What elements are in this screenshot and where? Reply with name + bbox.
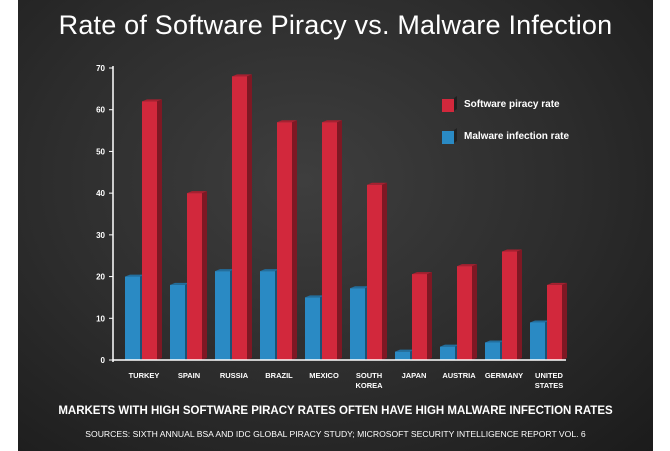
legend-swatch-malware-infection	[442, 131, 454, 144]
bar-malware	[260, 271, 275, 360]
bar-piracy-top	[187, 191, 207, 194]
x-tick-label: JAPAN	[402, 371, 427, 380]
bar-malware-top	[395, 349, 415, 352]
bar-piracy-side	[337, 120, 342, 360]
x-tick-label: UNITED STATES	[535, 371, 564, 390]
y-tick-label: 40	[96, 189, 105, 198]
bar-piracy-side	[562, 282, 567, 360]
bar-piracy	[367, 184, 382, 360]
bar-piracy-top	[457, 264, 477, 267]
bar-piracy	[412, 274, 427, 360]
bar-piracy-top	[322, 120, 342, 123]
x-tick-label: SPAIN	[178, 371, 200, 380]
bar-malware-top	[215, 269, 235, 272]
legend-label-software-piracy: Software piracy rate	[464, 99, 560, 110]
bar-piracy-top	[142, 99, 162, 102]
bar-piracy	[277, 122, 292, 360]
bar-malware-top	[350, 286, 370, 289]
chart-title: Rate of Software Piracy vs. Malware Infe…	[58, 10, 613, 40]
chart-sources: SOURCES: SIXTH ANNUAL BSA AND IDC GLOBAL…	[85, 429, 586, 439]
bar-piracy-side	[157, 99, 162, 360]
bar-malware	[395, 351, 410, 360]
bar-malware	[215, 271, 230, 360]
y-tick-label: 60	[96, 106, 105, 115]
bar-malware-top	[440, 344, 460, 347]
y-tick-label: 50	[96, 147, 105, 156]
bar-piracy-top	[547, 282, 567, 285]
bar-piracy	[232, 76, 247, 360]
bar-malware	[170, 284, 185, 360]
bar-piracy-side	[517, 249, 522, 360]
y-tick-label: 70	[96, 64, 105, 73]
x-tick-label: BRAZIL	[265, 371, 293, 380]
y-tick-label: 30	[96, 231, 105, 240]
y-tick-label: 20	[96, 273, 105, 282]
bar-piracy	[142, 101, 157, 360]
bar-piracy-side	[202, 191, 207, 360]
bar-malware-top	[125, 274, 145, 277]
x-tick-label: GERMANY	[485, 371, 523, 380]
bar-malware-top	[260, 269, 280, 272]
bar-piracy-side	[472, 264, 477, 360]
legend-swatch-software-piracy	[442, 99, 454, 112]
x-tick-label: RUSSIA	[220, 371, 249, 380]
x-tick-label: MEXICO	[309, 371, 339, 380]
bar-piracy	[187, 193, 202, 360]
bar-piracy-top	[502, 249, 522, 252]
bar-malware	[530, 322, 545, 360]
bar-piracy-top	[232, 74, 252, 77]
x-tick-label: AUSTRIA	[442, 371, 476, 380]
y-tick-label: 10	[96, 314, 105, 323]
bar-malware-top	[485, 340, 505, 343]
legend-label-malware-infection: Malware infection rate	[464, 131, 570, 142]
bar-piracy-side	[382, 182, 387, 360]
bar-malware	[440, 346, 455, 360]
bar-piracy-top	[367, 182, 387, 185]
bar-malware	[125, 276, 140, 360]
bar-piracy	[547, 284, 562, 360]
bar-malware	[305, 297, 320, 360]
x-tick-label: SOUTH KOREA	[355, 371, 383, 390]
bar-piracy-top	[277, 120, 297, 123]
bar-malware-top	[170, 282, 190, 285]
bar-piracy-side	[247, 74, 252, 360]
bar-piracy-side	[292, 120, 297, 360]
bar-piracy	[457, 266, 472, 360]
bar-piracy	[322, 122, 337, 360]
bar-piracy-side	[427, 272, 432, 360]
y-tick-label: 0	[101, 356, 106, 365]
bar-piracy	[502, 251, 517, 360]
bar-malware-top	[530, 320, 550, 323]
x-tick-label: TURKEY	[129, 371, 160, 380]
bar-piracy-top	[412, 272, 432, 275]
chart-caption: MARKETS WITH HIGH SOFTWARE PIRACY RATES …	[58, 405, 613, 417]
bar-malware	[485, 342, 500, 360]
bar-malware	[350, 288, 365, 360]
bar-malware-top	[305, 295, 325, 298]
